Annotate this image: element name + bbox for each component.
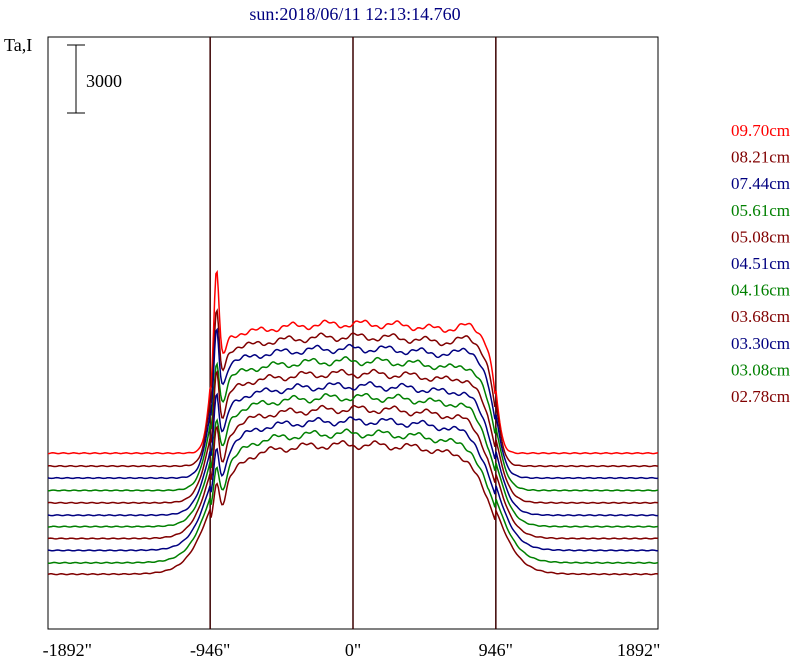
x-tick-label: -1892" bbox=[43, 640, 92, 660]
legend-entry: 03.30cm bbox=[731, 334, 790, 353]
y-axis-label: Ta,I bbox=[4, 35, 32, 55]
series-line-09.70cm bbox=[47, 269, 659, 455]
series-line-07.44cm bbox=[47, 327, 659, 480]
legend-entry: 07.44cm bbox=[731, 174, 790, 193]
legend-entry: 02.78cm bbox=[731, 387, 790, 406]
series-line-04.16cm bbox=[48, 392, 659, 528]
scale-bar: 3000 bbox=[67, 44, 122, 114]
x-tick-label: 1892" bbox=[617, 640, 660, 660]
legend-entry: 05.08cm bbox=[731, 227, 790, 246]
series-line-02.78cm bbox=[47, 440, 659, 576]
legend-entry: 04.16cm bbox=[731, 281, 790, 300]
series-line-04.51cm bbox=[47, 381, 658, 517]
x-tick-label: -946" bbox=[190, 640, 230, 660]
series-group bbox=[47, 269, 659, 576]
series-line-03.08cm bbox=[47, 428, 659, 564]
x-tick-label: 946" bbox=[479, 640, 513, 660]
x-tick-label: 0" bbox=[345, 640, 361, 660]
legend-entry: 05.61cm bbox=[731, 201, 790, 220]
x-tick-label-group: -1892" -946" 0" 946" 1892" bbox=[43, 640, 661, 660]
series-line-03.68cm bbox=[47, 404, 659, 540]
series-line-05.08cm bbox=[47, 368, 659, 504]
legend-entry: 08.21cm bbox=[731, 148, 790, 167]
series-line-08.21cm bbox=[47, 308, 659, 468]
series-line-05.61cm bbox=[48, 356, 659, 492]
chart-title: sun:2018/06/11 12:13:14.760 bbox=[249, 4, 460, 24]
series-line-03.30cm bbox=[47, 416, 659, 552]
scale-bar-label: 3000 bbox=[86, 71, 122, 91]
legend-entry: 03.68cm bbox=[731, 307, 790, 326]
legend: 09.70cm 08.21cm 07.44cm 05.61cm 05.08cm 04.51… bbox=[731, 121, 790, 406]
legend-entry: 03.08cm bbox=[731, 360, 790, 379]
legend-entry: 09.70cm bbox=[731, 121, 790, 140]
legend-entry: 04.51cm bbox=[731, 254, 790, 273]
